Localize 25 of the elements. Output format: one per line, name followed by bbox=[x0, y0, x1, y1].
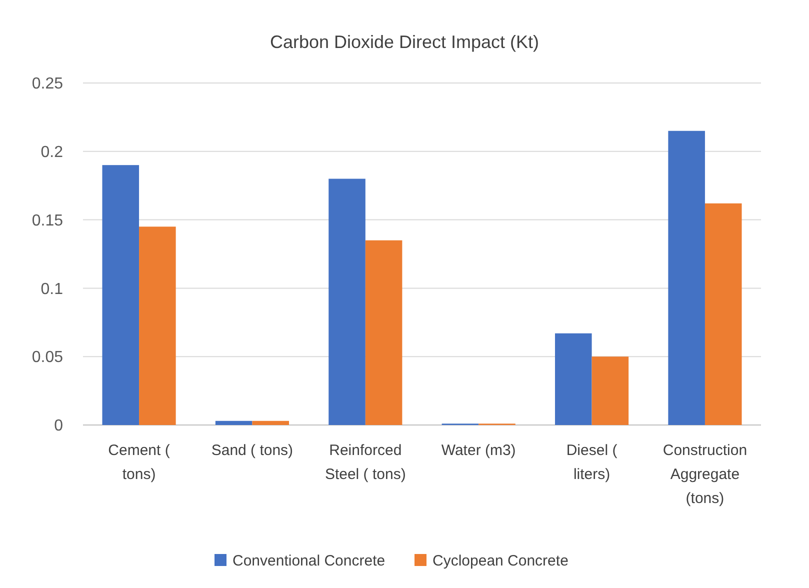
x-tick-label: Cement ( tons) bbox=[108, 442, 170, 483]
y-tick-label: 0.25 bbox=[32, 76, 64, 93]
y-tick-label: 0.2 bbox=[40, 144, 64, 161]
x-tick-label: Diesel ( liters) bbox=[566, 442, 618, 483]
bar bbox=[592, 356, 629, 425]
bar bbox=[102, 165, 140, 425]
bar bbox=[139, 226, 176, 425]
y-tick-label: 0.1 bbox=[40, 280, 64, 298]
bar bbox=[215, 420, 252, 425]
bar bbox=[328, 178, 366, 425]
bar bbox=[668, 130, 705, 425]
bar bbox=[252, 420, 290, 425]
legend-label: Cyclopean Concrete bbox=[432, 552, 568, 570]
bar bbox=[365, 240, 402, 425]
bar bbox=[554, 333, 592, 425]
x-tick-label: Construction Aggregate (tons) bbox=[662, 442, 748, 507]
x-tick-label: Water (m3) bbox=[441, 442, 516, 459]
legend-label: Conventional Concrete bbox=[232, 552, 386, 570]
y-tick-label: 0.15 bbox=[32, 212, 64, 230]
y-tick-label: 0 bbox=[54, 418, 64, 435]
bar bbox=[704, 203, 742, 425]
chart-title: Carbon Dioxide Direct Impact (Kt) bbox=[270, 32, 540, 52]
x-tick-label: Reinforced Steel ( tons) bbox=[324, 442, 406, 483]
x-tick-label: Sand ( tons) bbox=[211, 442, 294, 459]
y-tick-label: 0.05 bbox=[32, 349, 64, 366]
